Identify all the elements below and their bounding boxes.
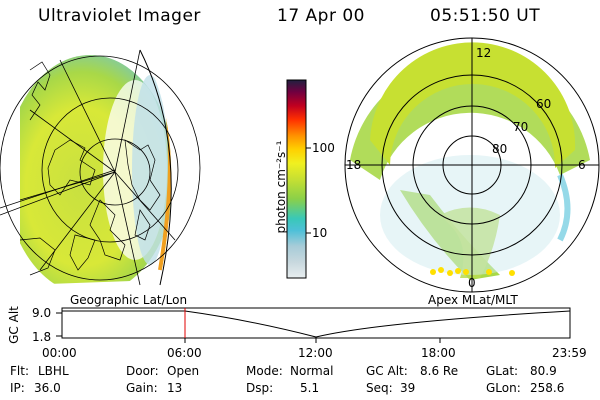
status-glon-label: GLon: xyxy=(486,381,521,395)
timeline-y-tick-top: 9.0 xyxy=(32,306,52,320)
app-title: Ultraviolet Imager xyxy=(38,6,201,26)
status-dsp-value: 5.1 xyxy=(300,381,320,395)
status-glat-label: GLat: xyxy=(486,364,519,378)
colorbar xyxy=(286,79,311,279)
timeline-x-tick-0600: 06:00 xyxy=(167,346,202,360)
colorbar-tick-10: 10 xyxy=(312,226,328,240)
status-gcalt-label: GC Alt: xyxy=(366,364,408,378)
colorbar-unit-label: photon cm⁻²s⁻¹ xyxy=(274,140,288,234)
mlt-label-18: 18 xyxy=(346,158,362,172)
status-dsp-label: Dsp: xyxy=(246,381,274,395)
geographic-label: Geographic Lat/Lon xyxy=(70,293,188,307)
time-label: 05:51:50 UT xyxy=(430,6,541,26)
status-door-value: Open xyxy=(167,364,200,378)
status-door-label: Door: xyxy=(126,364,159,378)
altitude-timeline xyxy=(56,307,571,343)
status-seq-value: 39 xyxy=(400,381,416,395)
colorbar-tick-100: 100 xyxy=(312,141,335,155)
mlat-label-80: 80 xyxy=(492,142,508,156)
status-gain-label: Gain: xyxy=(126,381,158,395)
timeline-x-tick-1800: 18:00 xyxy=(421,346,456,360)
status-glon-value: 258.6 xyxy=(530,381,565,395)
status-mode-label: Mode: xyxy=(246,364,283,378)
status-gain-value: 13 xyxy=(167,381,183,395)
status-seq-label: Seq: xyxy=(366,381,393,395)
polar-plot xyxy=(344,37,600,293)
mlat-label-60: 60 xyxy=(536,97,552,111)
status-flt-value: LBHL xyxy=(38,364,69,378)
timeline-y-tick-bottom: 1.8 xyxy=(32,330,52,344)
mlt-label-0: 0 xyxy=(468,276,476,290)
timeline-x-tick-0000: 00:00 xyxy=(42,346,77,360)
status-flt-label: Flt: xyxy=(10,364,29,378)
status-gcalt-value: 8.6 Re xyxy=(420,364,459,378)
geographic-map xyxy=(0,49,201,286)
date-label: 17 Apr 00 xyxy=(277,6,365,26)
timeline-x-tick-2359: 23:59 xyxy=(552,346,587,360)
status-ip-value: 36.0 xyxy=(34,381,61,395)
status-glat-value: 80.9 xyxy=(530,364,557,378)
status-mode-value: Normal xyxy=(290,364,334,378)
mlat-label-70: 70 xyxy=(513,120,529,134)
status-ip-label: IP: xyxy=(10,381,25,395)
mlt-label-12: 12 xyxy=(476,46,492,60)
timeline-axis-label: GC Alt xyxy=(7,306,21,344)
timeline-x-tick-1200: 12:00 xyxy=(298,346,333,360)
mlt-label-6: 6 xyxy=(578,158,586,172)
apex-label: Apex MLat/MLT xyxy=(428,293,518,307)
